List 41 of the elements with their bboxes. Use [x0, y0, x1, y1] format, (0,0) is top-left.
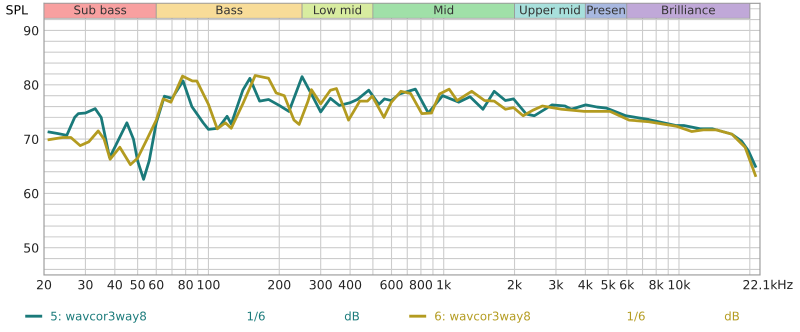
x-tick-label: 800: [410, 280, 432, 290]
x-tick-label: 200: [268, 280, 290, 290]
text: 1/6: [248, 312, 265, 322]
y-tick-label: 60: [24, 188, 38, 198]
band-label: Bass: [216, 6, 242, 14]
text: dB: [344, 311, 359, 320]
text: dB: [724, 311, 739, 320]
x-tick-label: 10k: [668, 280, 691, 290]
x-tick-label: 80: [178, 280, 193, 290]
x-tick-label: 300: [310, 280, 332, 290]
legend-label: 5: wavcor3way8: [51, 312, 146, 323]
x-tick-label: 8k: [649, 280, 664, 290]
x-tick-label: 600: [380, 280, 403, 290]
x-tick-label: 30: [78, 280, 93, 290]
x-tick-label: 60: [149, 280, 164, 290]
band-label: Brilliance: [662, 5, 715, 14]
x-tick-label: 22.1k: [743, 280, 778, 290]
legend-label: 6: wavcor3way8: [435, 312, 530, 323]
x-tick-label: 50: [130, 280, 145, 290]
x-tick-label: 3k: [549, 280, 564, 290]
x-tick-label: 400: [338, 280, 362, 290]
x-tick-label: 100: [198, 280, 220, 290]
band-label: Sub bass: [74, 5, 126, 14]
x-tick-label: 6k: [620, 280, 634, 290]
x-tick-label: 2k: [508, 280, 522, 290]
text: 1/6: [628, 312, 645, 322]
band-label: Mid: [434, 5, 454, 14]
x-tick-label: 40: [107, 280, 122, 290]
y-tick-label: 50: [24, 243, 38, 253]
band-label: Upper mid: [520, 5, 580, 17]
x-tick-label: 20: [36, 280, 52, 290]
x-axis-title: Hz: [778, 280, 793, 290]
band-label: Presen: [587, 6, 625, 14]
y-tick-label: 80: [24, 80, 38, 90]
x-tick-label: 1k: [437, 280, 452, 290]
y-axis-title: SPL: [6, 5, 28, 15]
band-label: Low mid: [314, 5, 362, 14]
y-tick-label: 70: [24, 134, 38, 144]
x-tick-label: 5k: [602, 280, 616, 290]
x-tick-label: 4k: [578, 280, 593, 290]
y-tick-label: 90: [24, 26, 38, 36]
